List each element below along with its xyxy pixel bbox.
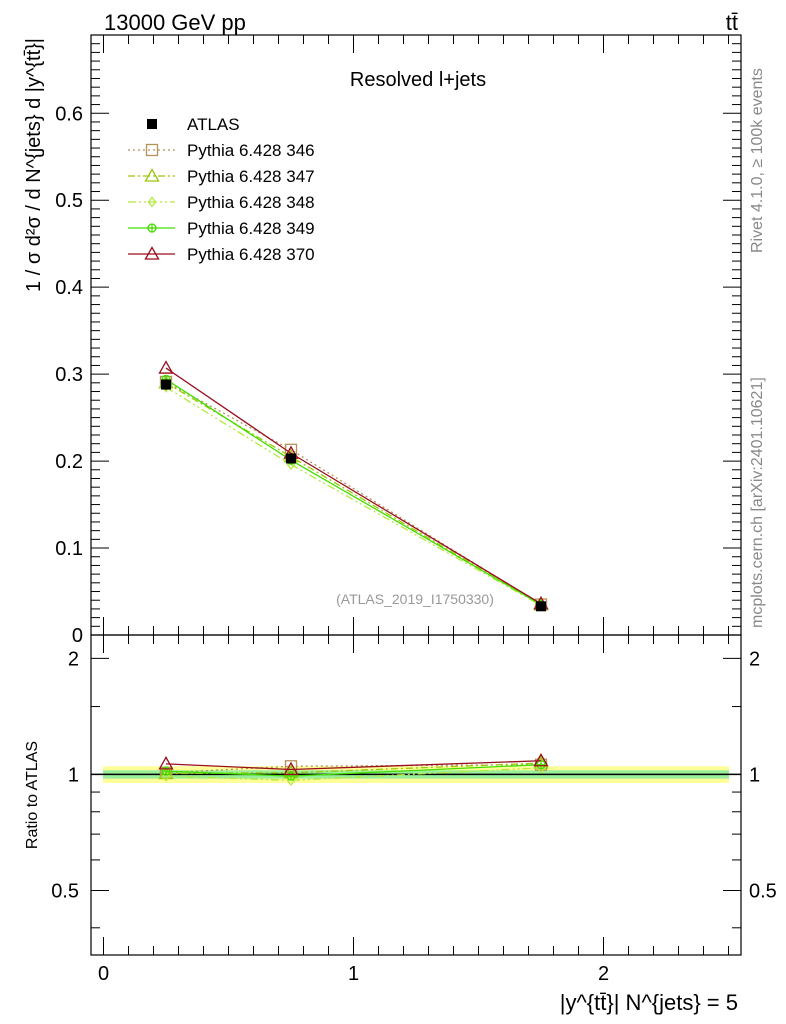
ratio-4-point xyxy=(158,756,174,770)
legend-marker-4 xyxy=(144,246,160,260)
legend-label-atlas: ATLAS xyxy=(187,115,240,134)
process-label: tt̄ xyxy=(726,10,738,35)
y-axis-title: 1 / σ d²σ / d N^{jets} d |y^{tt̄}| xyxy=(23,38,45,292)
y-tick-label: 0.2 xyxy=(55,451,83,473)
y-tick-label: 0.4 xyxy=(55,277,83,299)
ratio-3-point xyxy=(286,771,296,781)
ratio-axis-ticks: 0.5 0.5 1 1 2 2 xyxy=(51,648,777,929)
plot-title: Resolved l+jets xyxy=(350,69,486,91)
main-panel: 0.1 0.2 0.3 0.4 0.5 0.6 0 Resolved l+jets (ATL… xyxy=(23,34,742,647)
ratio-tick-label-right: 2 xyxy=(749,648,760,670)
rivet-label: Rivet 4.1.0, ≥ 100k events xyxy=(749,68,766,253)
legend-label-1: Pythia 6.428 347 xyxy=(187,167,315,186)
legend-label-2: Pythia 6.428 348 xyxy=(187,193,315,212)
ratio-y-axis-title: Ratio to ATLAS xyxy=(24,741,41,849)
series-line-4 xyxy=(165,367,542,605)
legend-label-4: Pythia 6.428 370 xyxy=(187,245,315,264)
ratio-tick-label: 1 xyxy=(68,764,79,786)
y-tick-label: 0.1 xyxy=(55,538,83,560)
analysis-watermark: (ATLAS_2019_I1750330) xyxy=(336,591,494,607)
x-axis: 0 1 2 xyxy=(98,35,729,985)
ratio-tick-label-right: 0.5 xyxy=(749,880,777,902)
y-tick-label: 0.5 xyxy=(55,190,83,212)
legend-label-3: Pythia 6.428 349 xyxy=(187,219,315,238)
data-point xyxy=(286,453,296,464)
energy-label: 13000 GeV pp xyxy=(104,10,246,35)
legend: ATLAS Pythia 6.428 346 Pythia 6.428 347 Pyt… xyxy=(128,115,315,264)
legend-marker-1 xyxy=(144,168,160,182)
y-tick-label-zero: 0 xyxy=(72,625,83,647)
x-tick-label: 0 xyxy=(98,963,109,985)
ratio-band-layer xyxy=(91,766,741,784)
ratio-tick-label: 0.5 xyxy=(51,880,79,902)
series-4-point xyxy=(158,360,174,374)
main-series-layer xyxy=(158,360,549,612)
ratio-4-point xyxy=(283,761,299,776)
data-point xyxy=(536,601,546,612)
legend-atlas-marker xyxy=(147,119,157,129)
x-tick-label: 2 xyxy=(598,963,609,985)
ratio-frame xyxy=(90,634,742,956)
ratio-3-point xyxy=(161,766,171,776)
x-tick-label: 1 xyxy=(348,963,359,985)
mcplots-label: mcplots.cern.ch [arXiv:2401.10621] xyxy=(749,377,766,628)
ratio-3-point xyxy=(536,760,546,770)
data-point xyxy=(161,379,171,390)
legend-marker-3 xyxy=(147,223,157,233)
ratio-4-point xyxy=(533,752,549,767)
ratio-series-layer xyxy=(158,752,549,786)
main-axis-ticks: 0.1 0.2 0.3 0.4 0.5 0.6 0 xyxy=(55,43,741,647)
ratio-line-4 xyxy=(165,760,542,771)
y-tick-label: 0.3 xyxy=(55,364,83,386)
ratio-tick-label: 2 xyxy=(68,648,79,670)
y-tick-label: 0.6 xyxy=(55,103,83,125)
ratio-tick-label-right: 1 xyxy=(749,764,760,786)
legend-marker-2 xyxy=(147,196,157,208)
legend-label-0: Pythia 6.428 346 xyxy=(187,141,315,160)
legend-marker-0 xyxy=(145,143,159,157)
ratio-panel: 0.5 0.5 1 1 2 2 Ratio to ATLAS xyxy=(24,634,777,956)
x-axis-title: |y^{tt̄}| N^{jets} = 5 xyxy=(560,990,738,1015)
